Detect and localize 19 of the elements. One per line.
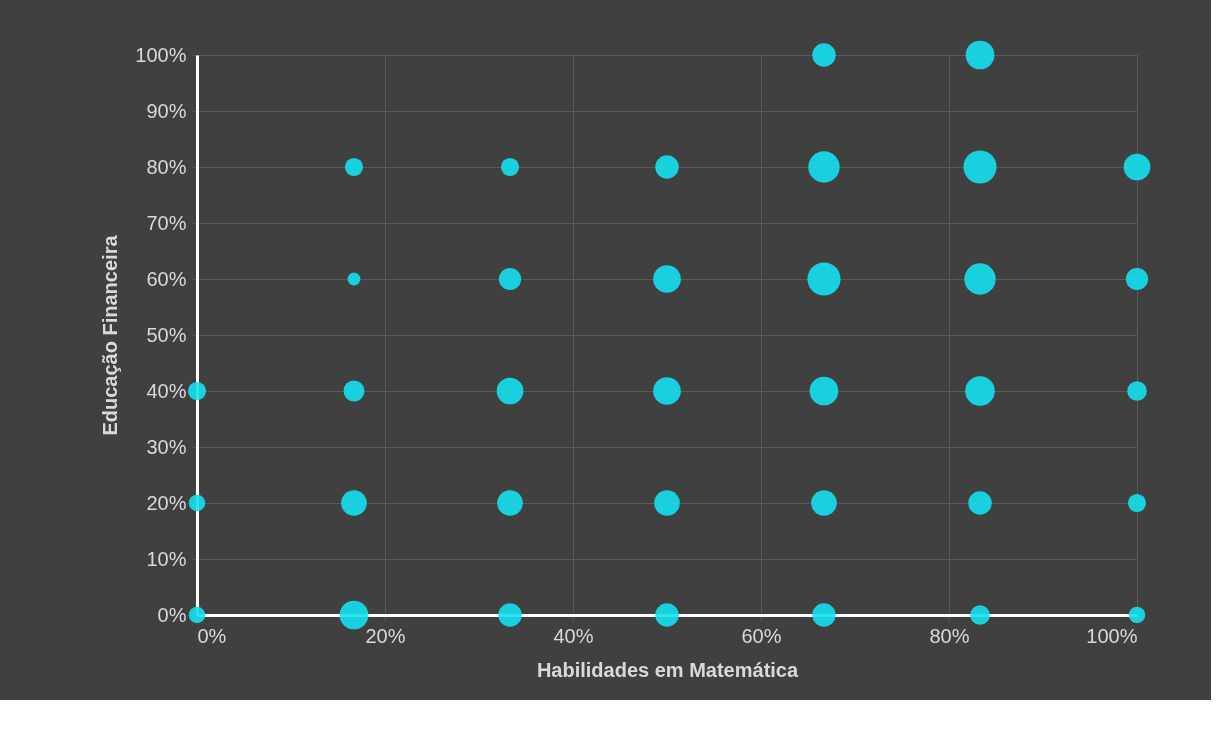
x-tick-label: 80%: [929, 624, 970, 647]
x-axis-title: Habilidades em Matemática: [536, 658, 799, 681]
x-tick-label: 100%: [1086, 624, 1138, 647]
x-tick-label: 60%: [741, 624, 782, 647]
y-tick-label: 80%: [146, 155, 187, 178]
y-tick-label: 90%: [146, 99, 187, 122]
y-tick-label: 60%: [146, 267, 187, 290]
y-tick-label: 50%: [146, 323, 187, 346]
x-tick-label: 40%: [553, 624, 594, 647]
y-tick-label: 40%: [146, 379, 187, 402]
y-tick-label: 100%: [135, 43, 187, 66]
y-tick-label: 0%: [157, 603, 187, 626]
x-tick-label: 0%: [197, 624, 227, 647]
y-tick-label: 10%: [146, 547, 187, 570]
y-tick-label: 70%: [146, 211, 187, 234]
y-tick-label: 20%: [146, 491, 187, 514]
y-tick-label: 30%: [146, 435, 187, 458]
x-tick-label: 20%: [365, 624, 406, 647]
y-axis-title: Educação Financeira: [99, 234, 122, 436]
